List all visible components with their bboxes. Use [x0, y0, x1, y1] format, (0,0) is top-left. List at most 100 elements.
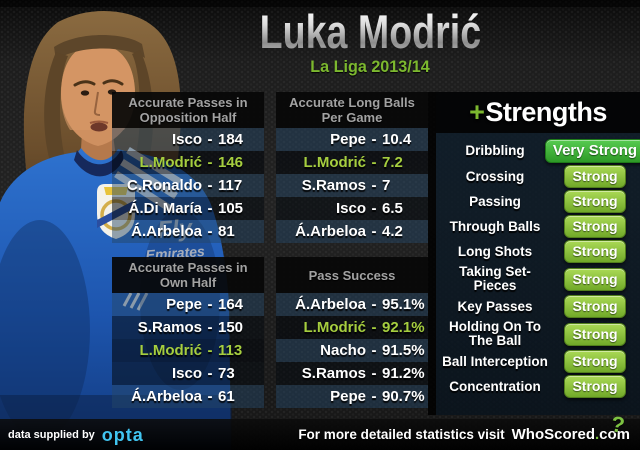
- rating-badge-column: Strong: [552, 350, 638, 373]
- stat-row: Pepe -164: [112, 293, 264, 316]
- player-name: Á.Arbeloa: [295, 296, 366, 313]
- player-name: Nacho: [320, 342, 366, 359]
- stat-row: Pepe -10.4: [276, 128, 428, 151]
- player-name: Pepe: [166, 296, 202, 313]
- whoscored-logo: WhoScored.com ?: [511, 411, 632, 443]
- stat-row: S.Ramos -91.2%: [276, 362, 428, 385]
- stat-row: S.Ramos -7: [276, 174, 428, 197]
- rating-badge: Strong: [564, 190, 626, 213]
- strength-label: Dribbling: [465, 143, 525, 158]
- separator-dash: -: [371, 200, 377, 217]
- stat-row: Isco -184: [112, 128, 264, 151]
- strength-label: Key Passes: [457, 298, 533, 314]
- strength-label: Ball Interception: [442, 353, 548, 369]
- table-body: Pepe -10.4 L.Modrić -7.2 S.Ramos -7 Isco -6.5 Á.…: [276, 128, 428, 243]
- stat-row: C.Ronaldo -117: [112, 174, 264, 197]
- strengths-panel: + Strengths Dribbling Very Strong Crossing…: [436, 92, 640, 415]
- footer-left: data supplied by opta: [8, 426, 144, 444]
- separator-dash: -: [207, 342, 213, 359]
- page-subtitle: La Liga 2013/14: [310, 57, 430, 76]
- rating-badge: Strong: [564, 322, 626, 346]
- rating-badge: Strong: [564, 165, 626, 188]
- strength-label: Concentration: [449, 378, 541, 394]
- stat-value: 113: [218, 342, 243, 359]
- player-name: Á.Arbeloa: [131, 223, 202, 240]
- strength-label: Long Shots: [457, 243, 533, 259]
- player-name: Isco: [171, 365, 202, 382]
- stat-row: S.Ramos -150: [112, 316, 264, 339]
- table-body: Isco -184 L.Modrić -146 C.Ronaldo -117 Á.Di Ma…: [112, 128, 264, 243]
- table-body: Pepe -164 S.Ramos -150 L.Modrić -113 Isco -73 Á.…: [112, 293, 264, 408]
- strengths-title: Strengths: [485, 97, 607, 127]
- separator-dash: -: [371, 319, 377, 336]
- strength-row: Crossing Strong: [438, 165, 638, 188]
- rating-badge: Strong: [564, 295, 626, 318]
- rating-badge: Strong: [564, 267, 626, 291]
- stat-row: Isco -6.5: [276, 197, 428, 220]
- strength-row: Dribbling Very Strong: [438, 139, 640, 163]
- player-name: Á.Arbeloa: [131, 388, 202, 405]
- stats-panel: Accurate Passes in Opposition Half Isco -…: [112, 92, 428, 408]
- player-name: Isco: [171, 131, 202, 148]
- separator-dash: -: [207, 131, 213, 148]
- player-name: S.Ramos: [301, 177, 366, 194]
- table-accurate-long-balls: Accurate Long Balls Per Game Pepe -10.4 L.…: [276, 92, 428, 243]
- stat-value: 146: [218, 154, 244, 171]
- table-pass-success: Pass Success Á.Arbeloa -95.1% L.Modrić -92.…: [276, 257, 428, 408]
- table-title: Pass Success: [276, 257, 428, 293]
- player-name: L.Modrić: [303, 319, 367, 336]
- rating-badge-column: Strong: [552, 215, 638, 238]
- table-title: Accurate Passes in Own Half: [112, 257, 264, 293]
- whoscored-wordmark: WhoScored: [511, 426, 595, 443]
- stat-value: 7: [382, 177, 391, 194]
- separator-dash: -: [371, 296, 377, 313]
- stat-value: 61: [218, 388, 235, 405]
- stat-row: Á.Arbeloa -81: [112, 220, 264, 243]
- strength-row: Through Balls Strong: [438, 215, 638, 238]
- rating-badge: Strong: [564, 240, 626, 263]
- footer-right: For more detailed statistics visit WhoSc…: [298, 411, 632, 443]
- stat-row: Nacho -91.5%: [276, 339, 428, 362]
- strength-row: Ball Interception Strong: [438, 350, 638, 373]
- rating-badge-column: Strong: [552, 165, 638, 188]
- stat-value: 184: [218, 131, 244, 148]
- player-name: L.Modrić: [139, 342, 203, 359]
- strength-label: Passing: [469, 193, 521, 209]
- separator-dash: -: [371, 131, 377, 148]
- separator-dash: -: [207, 177, 213, 194]
- stat-value: 7.2: [382, 154, 403, 171]
- separator-dash: -: [371, 223, 377, 240]
- stat-value: 105: [218, 200, 244, 217]
- top-shadow-strip: [0, 0, 640, 7]
- separator-dash: -: [371, 154, 377, 171]
- stat-row: Á.Arbeloa -61: [112, 385, 264, 408]
- table-accurate-passes-own-half: Accurate Passes in Own Half Pepe -164 S.Ra…: [112, 257, 264, 408]
- rating-badge-column: Strong: [552, 190, 638, 213]
- stat-value: 10.4: [382, 131, 412, 148]
- table-body: Á.Arbeloa -95.1% L.Modrić -92.1% Nacho -91.5%…: [276, 293, 428, 408]
- separator-dash: -: [371, 388, 377, 405]
- strength-label: Crossing: [465, 168, 525, 184]
- strength-label: Holding On To The Ball: [449, 319, 541, 348]
- stat-value: 6.5: [382, 200, 403, 217]
- separator-dash: -: [207, 154, 213, 171]
- strength-row: Holding On To The Ball Strong: [438, 320, 638, 348]
- stat-value: 91.5%: [382, 342, 425, 359]
- table-accurate-passes-opposition-half: Accurate Passes in Opposition Half Isco -…: [112, 92, 264, 243]
- separator-dash: -: [207, 365, 213, 382]
- player-name: Isco: [335, 200, 366, 217]
- stat-value: 150: [218, 319, 244, 336]
- stat-row: Pepe -90.7%: [276, 385, 428, 408]
- stat-value: 81: [218, 223, 235, 240]
- player-name: Á.Di María: [128, 200, 202, 217]
- rating-badge-column: Strong: [552, 240, 638, 263]
- player-name: Pepe: [330, 131, 366, 148]
- footer-bar: data supplied by opta For more detailed …: [0, 411, 640, 450]
- strength-row: Passing Strong: [438, 190, 638, 213]
- rating-badge: Very Strong: [544, 139, 640, 163]
- rating-badge-column: Strong: [552, 375, 638, 398]
- stat-value: 95.1%: [382, 296, 425, 313]
- rating-badge: Strong: [564, 215, 626, 238]
- stat-row: Á.Arbeloa -95.1%: [276, 293, 428, 316]
